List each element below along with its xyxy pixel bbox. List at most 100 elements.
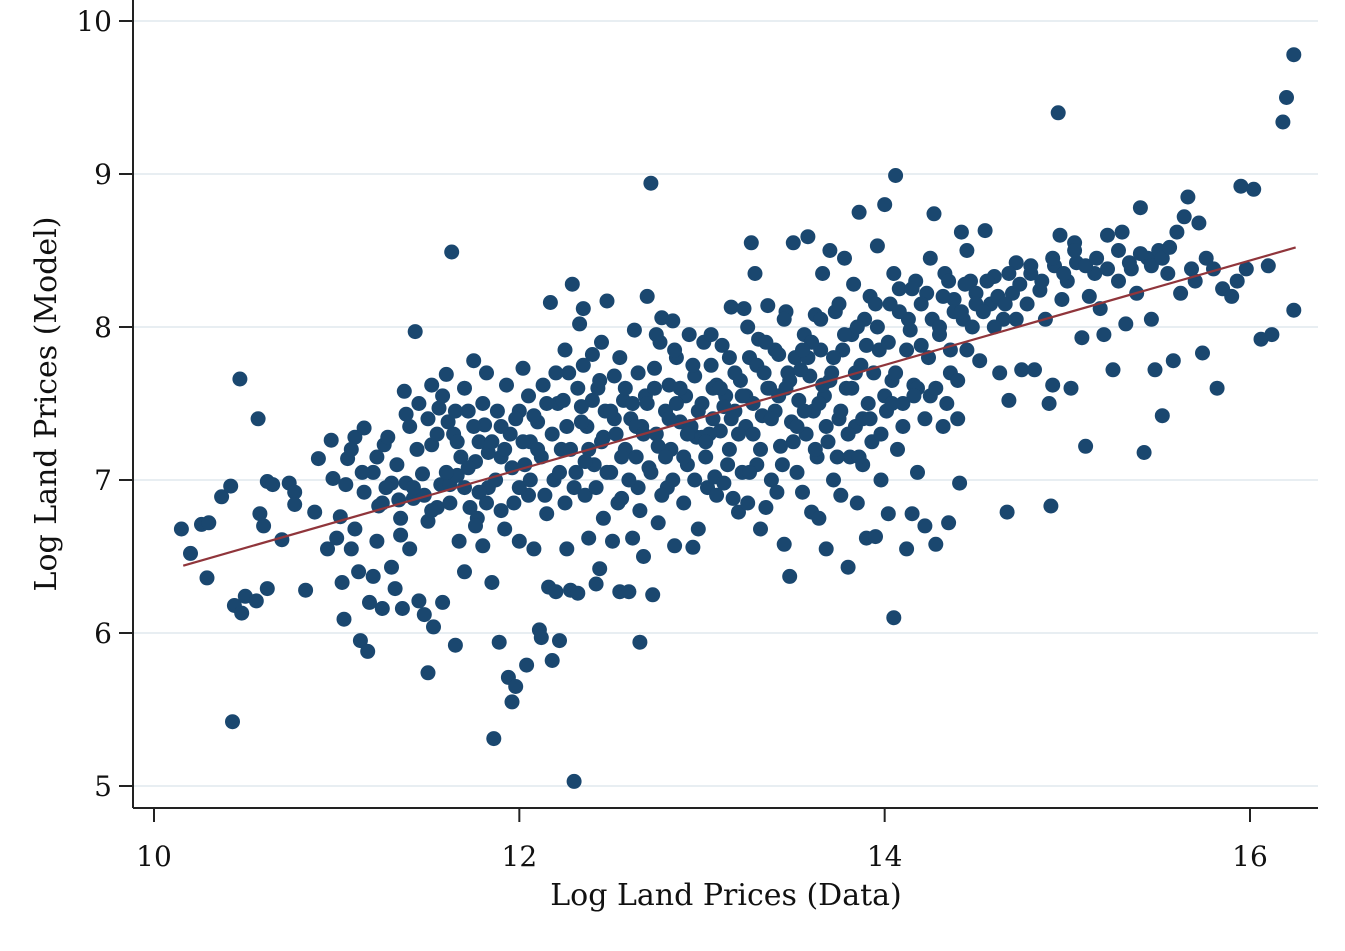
data-point — [1045, 377, 1061, 393]
data-point — [849, 495, 865, 511]
data-point — [573, 414, 589, 430]
data-point — [880, 334, 896, 350]
data-point — [837, 250, 852, 266]
data-point — [654, 487, 670, 503]
data-point — [935, 419, 951, 434]
data-point — [831, 296, 847, 312]
data-point — [1184, 261, 1199, 277]
data-point — [703, 357, 719, 373]
data-point — [610, 495, 626, 511]
data-point — [234, 605, 250, 621]
data-point — [559, 419, 575, 434]
data-point — [667, 538, 683, 554]
data-point — [795, 484, 810, 500]
data-point — [298, 582, 314, 598]
data-point — [1014, 362, 1030, 378]
data-point — [256, 518, 272, 534]
data-point — [252, 506, 268, 522]
data-point — [837, 327, 852, 343]
data-point — [471, 484, 487, 500]
data-point — [1198, 250, 1214, 266]
data-point — [703, 327, 719, 343]
data-point — [630, 365, 646, 381]
data-point — [807, 441, 823, 457]
data-point — [599, 464, 615, 480]
data-point — [369, 449, 385, 465]
data-point — [402, 419, 418, 434]
data-point — [451, 533, 467, 549]
data-point — [714, 337, 730, 353]
data-point — [1041, 396, 1057, 411]
data-point — [1078, 258, 1094, 274]
data-point — [265, 477, 281, 493]
data-point — [588, 576, 604, 592]
data-point — [387, 581, 403, 597]
data-point — [360, 643, 376, 659]
data-point — [740, 495, 756, 511]
data-point — [497, 441, 513, 457]
data-point — [552, 464, 567, 480]
data-point — [890, 441, 905, 457]
data-point — [608, 426, 624, 442]
data-point — [888, 168, 904, 183]
data-point — [716, 475, 732, 491]
data-point — [595, 429, 611, 445]
data-point — [393, 527, 409, 543]
data-point — [1001, 392, 1017, 408]
data-point — [511, 480, 527, 496]
data-point — [1054, 292, 1070, 307]
data-point — [420, 665, 436, 681]
data-point — [687, 472, 703, 488]
data-point — [886, 266, 902, 281]
data-point — [621, 472, 637, 488]
data-point — [763, 472, 779, 488]
data-point — [424, 503, 440, 519]
data-point — [840, 559, 856, 575]
data-point — [323, 432, 339, 448]
data-point — [1089, 250, 1105, 266]
data-point — [917, 518, 933, 534]
data-point — [431, 400, 447, 416]
data-point — [1169, 224, 1185, 240]
data-point — [826, 472, 841, 488]
data-point — [468, 518, 483, 534]
data-point — [796, 403, 812, 419]
data-point — [447, 637, 463, 653]
data-point — [756, 365, 772, 381]
data-point — [489, 403, 505, 419]
data-point — [424, 377, 440, 393]
data-point — [347, 429, 363, 445]
data-point — [661, 411, 677, 427]
data-point — [913, 296, 929, 312]
data-point — [959, 243, 975, 258]
data-point — [1286, 302, 1302, 318]
y-tick-label: 10 — [76, 5, 112, 38]
data-point — [508, 411, 524, 427]
data-point — [952, 475, 968, 491]
data-point — [632, 503, 648, 519]
data-point — [645, 587, 661, 603]
data-point — [957, 276, 973, 292]
data-point — [891, 281, 907, 297]
data-point — [632, 634, 648, 650]
data-point — [521, 388, 536, 404]
data-point — [442, 495, 458, 511]
data-point — [932, 319, 947, 335]
data-point — [822, 243, 838, 258]
data-point — [515, 434, 531, 450]
data-point — [460, 460, 476, 476]
data-point — [1165, 353, 1181, 369]
data-point — [1195, 345, 1210, 361]
data-point — [526, 541, 542, 557]
data-point — [214, 489, 230, 505]
data-point — [826, 350, 841, 366]
data-point — [530, 441, 546, 457]
data-point — [1143, 311, 1159, 327]
data-point — [690, 521, 706, 537]
data-point — [508, 679, 524, 694]
data-point — [519, 657, 535, 673]
data-point — [1074, 330, 1090, 346]
data-point — [201, 515, 217, 531]
data-point — [813, 311, 829, 327]
data-point — [504, 694, 520, 710]
